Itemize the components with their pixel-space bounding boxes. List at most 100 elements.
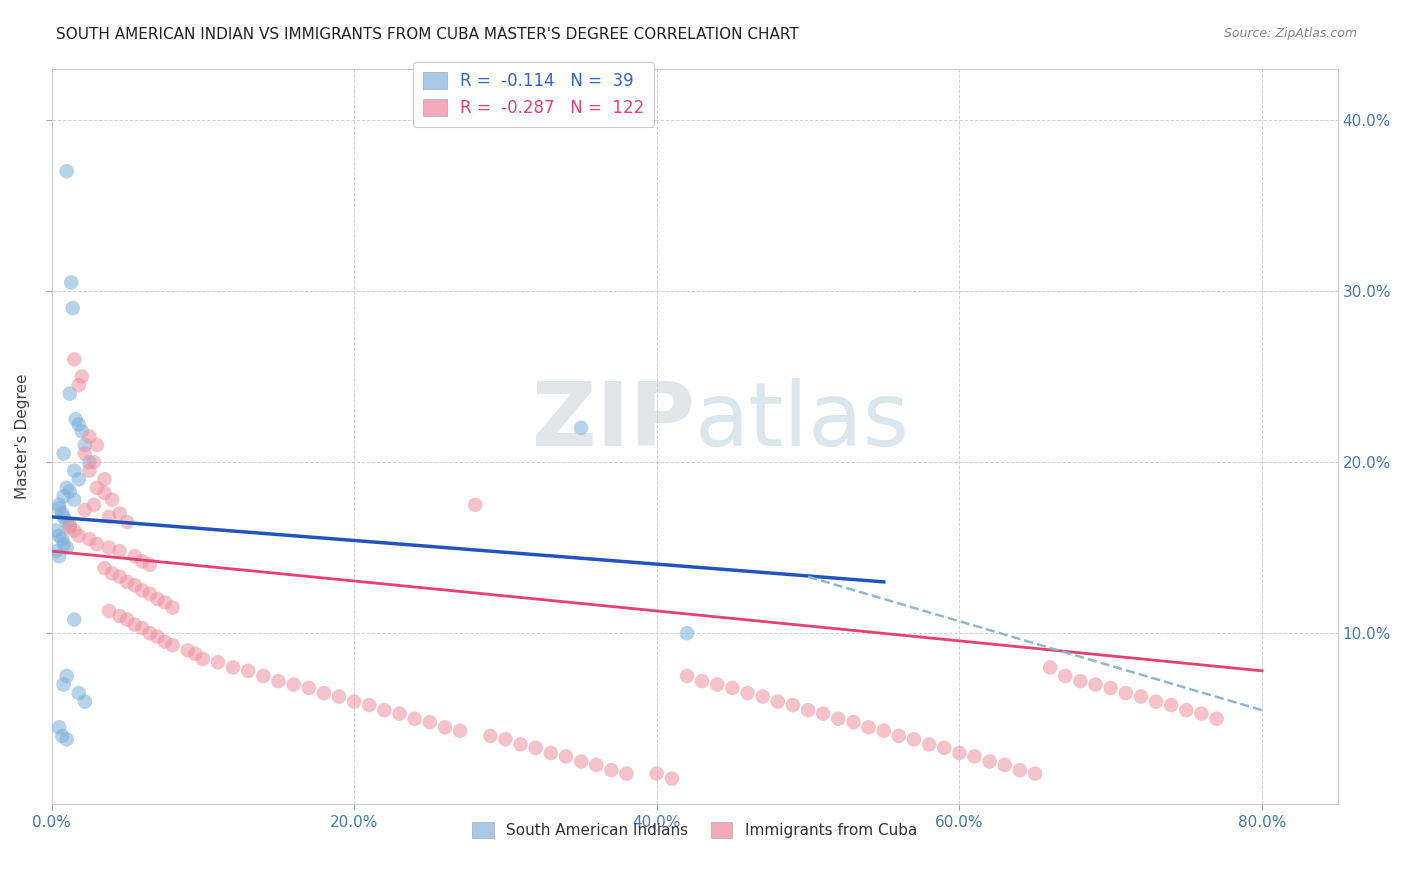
Point	[131, 583, 153, 598]
Point	[48, 720, 70, 734]
Point	[108, 507, 131, 521]
Point	[62, 301, 84, 315]
Point	[1024, 766, 1046, 780]
Point	[86, 481, 108, 495]
Point	[887, 729, 910, 743]
Point	[645, 766, 668, 780]
Point	[73, 695, 96, 709]
Point	[842, 715, 865, 730]
Point	[101, 492, 124, 507]
Point	[70, 425, 93, 439]
Point	[67, 378, 90, 392]
Point	[153, 634, 176, 648]
Point	[979, 755, 1001, 769]
Point	[222, 660, 245, 674]
Point	[108, 609, 131, 624]
Point	[59, 518, 82, 533]
Point	[59, 520, 82, 534]
Legend: South American Indians, Immigrants from Cuba: South American Indians, Immigrants from …	[467, 816, 922, 845]
Point	[1191, 706, 1213, 721]
Point	[1115, 686, 1137, 700]
Point	[1175, 703, 1198, 717]
Point	[79, 464, 101, 478]
Point	[963, 749, 986, 764]
Point	[555, 749, 578, 764]
Point	[903, 732, 925, 747]
Point	[162, 600, 184, 615]
Point	[63, 524, 86, 538]
Point	[48, 501, 70, 516]
Point	[98, 604, 121, 618]
Point	[45, 544, 67, 558]
Point	[343, 695, 366, 709]
Point	[1160, 698, 1182, 712]
Point	[86, 537, 108, 551]
Point	[184, 647, 207, 661]
Point	[267, 674, 290, 689]
Point	[328, 690, 350, 704]
Point	[873, 723, 896, 738]
Point	[1054, 669, 1077, 683]
Point	[115, 574, 138, 589]
Point	[93, 561, 115, 575]
Point	[600, 763, 623, 777]
Point	[585, 758, 607, 772]
Point	[676, 626, 699, 640]
Point	[65, 412, 87, 426]
Point	[569, 755, 592, 769]
Point	[238, 664, 260, 678]
Point	[676, 669, 699, 683]
Point	[52, 489, 75, 503]
Point	[51, 532, 73, 546]
Point	[797, 703, 820, 717]
Point	[479, 729, 502, 743]
Point	[124, 578, 146, 592]
Point	[737, 686, 759, 700]
Point	[52, 509, 75, 524]
Point	[433, 720, 456, 734]
Point	[59, 386, 82, 401]
Point	[108, 544, 131, 558]
Point	[63, 464, 86, 478]
Point	[124, 549, 146, 564]
Y-axis label: Master's Degree: Master's Degree	[15, 374, 30, 500]
Point	[98, 541, 121, 555]
Point	[934, 740, 956, 755]
Text: Source: ZipAtlas.com: Source: ZipAtlas.com	[1223, 27, 1357, 40]
Point	[55, 541, 77, 555]
Point	[51, 507, 73, 521]
Point	[86, 438, 108, 452]
Point	[540, 746, 562, 760]
Point	[948, 746, 970, 760]
Point	[766, 695, 789, 709]
Point	[101, 566, 124, 581]
Point	[63, 613, 86, 627]
Point	[48, 549, 70, 564]
Point	[994, 758, 1017, 772]
Point	[79, 532, 101, 546]
Point	[67, 686, 90, 700]
Point	[782, 698, 804, 712]
Point	[404, 712, 426, 726]
Point	[83, 455, 105, 469]
Point	[146, 630, 169, 644]
Point	[690, 674, 713, 689]
Point	[93, 486, 115, 500]
Point	[661, 772, 683, 786]
Point	[63, 352, 86, 367]
Point	[207, 655, 229, 669]
Point	[131, 621, 153, 635]
Point	[252, 669, 274, 683]
Point	[283, 677, 305, 691]
Point	[1039, 660, 1062, 674]
Point	[73, 503, 96, 517]
Point	[359, 698, 381, 712]
Point	[115, 613, 138, 627]
Point	[115, 515, 138, 529]
Point	[48, 498, 70, 512]
Point	[70, 369, 93, 384]
Point	[139, 558, 162, 572]
Point	[52, 677, 75, 691]
Point	[751, 690, 773, 704]
Point	[73, 438, 96, 452]
